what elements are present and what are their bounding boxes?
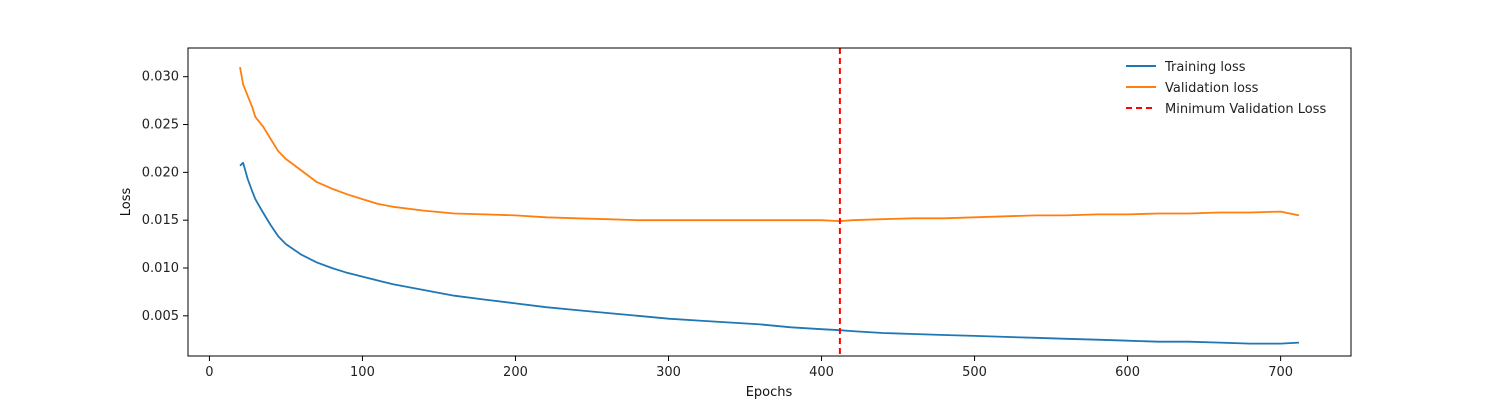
plot-area (188, 48, 1351, 356)
series-layer (239, 66, 1300, 345)
x-tick-label: 100 (350, 365, 375, 380)
legend-label-training: Training loss (1164, 60, 1246, 75)
x-tick-label: 600 (1115, 365, 1140, 380)
x-tick-label: 0 (205, 365, 213, 380)
legend-label-min-val: Minimum Validation Loss (1165, 102, 1326, 117)
x-axis-ticks: 0 100 200 300 400 500 600 700 (205, 356, 1293, 380)
x-tick-label: 700 (1268, 365, 1293, 380)
y-axis-label: Loss (119, 188, 134, 217)
y-tick-label: 0.025 (142, 118, 179, 133)
legend-label-validation: Validation loss (1165, 81, 1259, 96)
y-tick-label: 0.005 (142, 309, 179, 324)
plot-frame (187, 47, 1352, 357)
x-tick-label: 200 (503, 365, 528, 380)
legend: Training loss Validation loss Minimum Va… (1126, 60, 1326, 117)
series-line-1 (239, 66, 1300, 223)
x-tick-label: 400 (809, 365, 834, 380)
y-tick-label: 0.030 (142, 70, 179, 85)
series-line-0 (239, 161, 1300, 345)
y-tick-label: 0.010 (142, 261, 179, 276)
y-tick-label: 0.015 (142, 213, 179, 228)
x-tick-label: 500 (962, 365, 987, 380)
x-axis-label: Epochs (746, 385, 793, 400)
x-tick-label: 300 (656, 365, 681, 380)
y-axis-ticks: 0.005 0.010 0.015 0.020 0.025 0.030 (142, 70, 188, 324)
y-tick-label: 0.020 (142, 165, 179, 180)
